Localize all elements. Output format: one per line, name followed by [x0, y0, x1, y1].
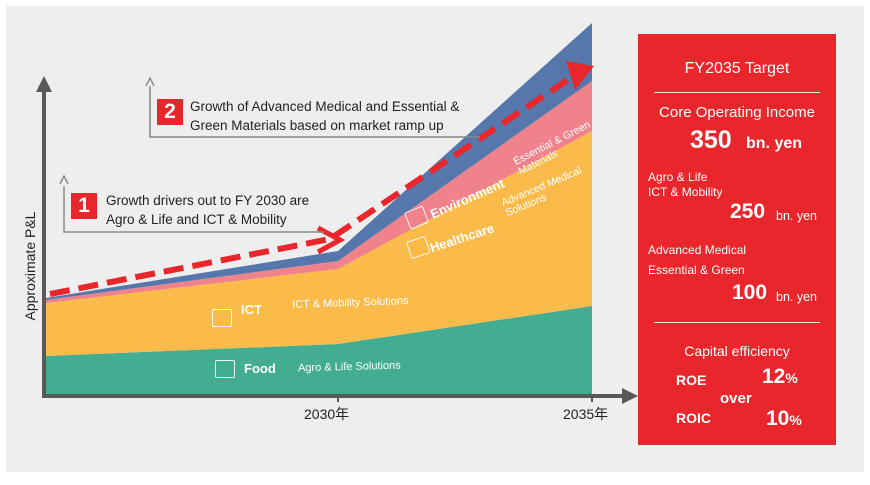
agro-label-1: Agro & Life — [648, 170, 708, 184]
roe-percent: % — [785, 370, 798, 386]
callout-2-bracket — [149, 86, 480, 138]
callout-1-text: Growth drivers out to FY 2030 are Agro &… — [106, 191, 309, 229]
fy2035-target-panel: FY2035 Target Core Operating Income 350 … — [638, 34, 836, 445]
trend-arrow-line — [49, 72, 577, 297]
area-ict — [46, 131, 592, 356]
roic-percent: % — [789, 412, 802, 428]
callout-1-bracket — [63, 186, 324, 233]
food-label: Food — [244, 361, 276, 376]
callout-1-line-1: Growth drivers out to FY 2030 are — [106, 193, 310, 208]
area-food — [46, 306, 592, 394]
callout-2-number: 2 — [157, 99, 183, 125]
x-tick-2035: 2035年 — [563, 406, 609, 422]
roe-number: 12 — [762, 365, 786, 388]
callout-1-number: 1 — [71, 193, 97, 219]
callout-1-line-2: Agro & Life and ICT & Mobility — [106, 212, 287, 227]
roe-label: ROE — [676, 372, 707, 388]
divider-top — [654, 92, 820, 93]
ict-icon — [212, 309, 232, 327]
callout-2-line-2: Green Materials based on market ramp up — [190, 118, 444, 133]
x-tick-2030: 2030年 — [304, 406, 350, 422]
callout-1-arrowhead — [59, 174, 69, 185]
target-title: FY2035 Target — [684, 60, 790, 77]
trend-arrow-chevron — [316, 225, 346, 255]
y-axis-arrowhead — [36, 76, 52, 92]
advanced-unit: bn. yen — [776, 290, 818, 304]
agro-label-2: ICT & Mobility — [648, 185, 723, 199]
over-label: over — [720, 390, 752, 407]
stacked-area-chart — [36, 23, 638, 404]
callout-2-arrowhead — [145, 76, 155, 87]
food-icon — [215, 360, 235, 378]
advanced-label-1: Advanced Medical — [648, 243, 747, 257]
core-income-value: 350 — [690, 126, 732, 154]
divider-bottom — [654, 322, 820, 323]
ict-label: ICT — [241, 302, 262, 317]
callout-2-text: Growth of Advanced Medical and Essential… — [190, 97, 459, 135]
y-axis-label: Approximate P&L — [22, 211, 38, 321]
trend-arrowhead — [566, 61, 594, 90]
roe-value: 12% — [762, 365, 798, 389]
agro-unit: bn. yen — [776, 209, 818, 223]
agro-value: 250 — [730, 200, 766, 223]
core-income-unit: bn. yen — [746, 135, 803, 152]
roic-value: 10% — [766, 407, 802, 431]
roic-label: ROIC — [676, 410, 711, 426]
x-axis-arrowhead — [622, 388, 638, 404]
roic-number: 10 — [766, 407, 790, 430]
capital-efficiency-label: Capital efficiency — [684, 343, 790, 359]
advanced-label-2: Essential & Green — [648, 263, 745, 277]
advanced-value: 100 — [732, 281, 768, 304]
core-income-label: Core Operating Income — [659, 104, 815, 121]
callout-2-line-1: Growth of Advanced Medical and Essential… — [190, 99, 460, 114]
